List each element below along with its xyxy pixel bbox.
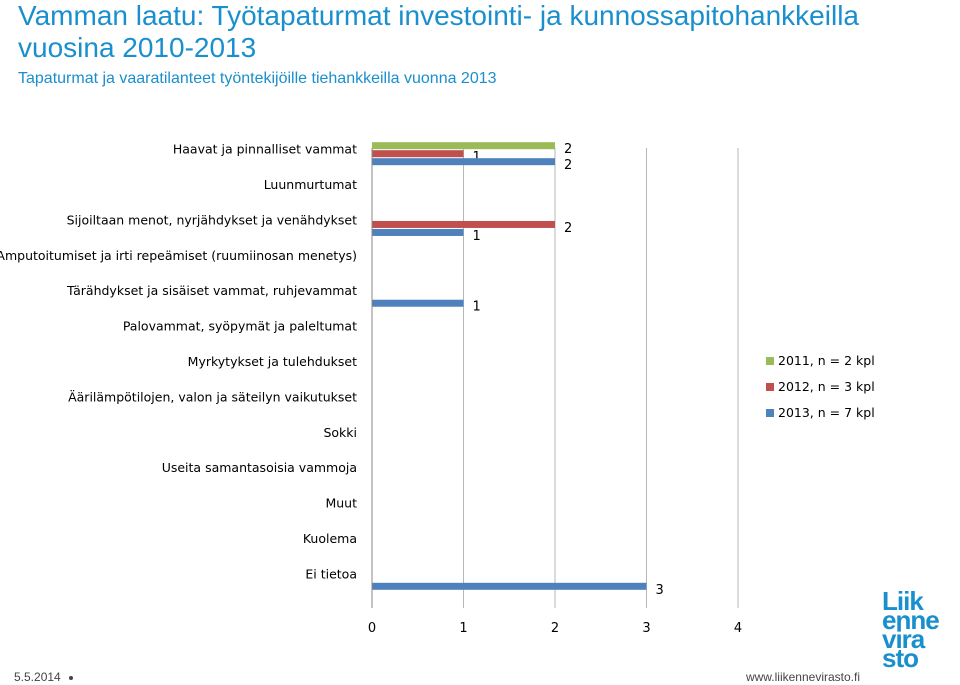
bar (372, 228, 464, 236)
footer-url: www.liikennevirasto.fi (745, 670, 860, 684)
category-label: Useita samantasoisia vammoja (162, 460, 357, 475)
x-tick-label: 3 (642, 621, 650, 636)
data-label: 3 (656, 583, 664, 598)
data-label: 2 (564, 158, 572, 173)
x-tick-label: 0 (368, 621, 376, 636)
logo-line: Liik (882, 586, 924, 616)
data-label: 1 (473, 150, 481, 165)
bar (372, 150, 464, 158)
legend-label: 2011, n = 2 kpl (778, 353, 875, 368)
category-label: Haavat ja pinnalliset vammat (173, 142, 357, 157)
category-label: Sijoiltaan menot, nyrjähdykset ja venähd… (67, 212, 358, 227)
bullet-icon (68, 675, 73, 680)
legend-swatch (766, 409, 774, 417)
category-label: Kuolema (303, 531, 357, 546)
legend-swatch (766, 383, 774, 391)
category-label: Luunmurtumat (264, 177, 357, 192)
x-tick-label: 4 (734, 621, 742, 636)
data-label: 2 (564, 142, 572, 157)
category-label: Palovammat, syöpymät ja paleltumat (123, 319, 357, 334)
logo-line: sto (882, 643, 919, 673)
data-label: 1 (473, 229, 481, 244)
category-label: Äärilämpötilojen, valon ja säteilyn vaik… (68, 389, 357, 404)
bar (372, 158, 555, 166)
page-subtitle: Tapaturmat ja vaaratilanteet työntekijöi… (18, 70, 497, 87)
category-label: Muut (325, 496, 357, 511)
logo-line: enne (882, 605, 940, 635)
footer-date: 5.5.2014 (14, 670, 73, 684)
liikennevirasto-logo: Liik enne vira sto (882, 586, 960, 673)
category-label: Tärähdykset ja sisäiset vammat, ruhjevam… (66, 283, 357, 298)
logo-line: vira (882, 624, 925, 654)
bar (372, 142, 555, 150)
legend-swatch (766, 357, 774, 365)
bar (372, 299, 464, 307)
x-tick-label: 2 (551, 621, 559, 636)
legend-label: 2012, n = 3 kpl (778, 379, 875, 394)
bar (372, 220, 555, 228)
data-label: 2 (564, 221, 572, 236)
category-label: Sokki (323, 425, 357, 440)
category-label: Amputoitumiset ja irti repeämiset (ruumi… (0, 248, 357, 263)
category-label: Myrkytykset ja tulehdukset (188, 354, 357, 369)
x-tick-label: 1 (459, 621, 467, 636)
data-label: 1 (473, 300, 481, 315)
page-title: Vamman laatu: Työtapaturmat investointi-… (18, 0, 859, 63)
bar (372, 582, 647, 590)
legend-label: 2013, n = 7 kpl (778, 405, 875, 420)
category-label: Ei tietoa (305, 566, 357, 581)
